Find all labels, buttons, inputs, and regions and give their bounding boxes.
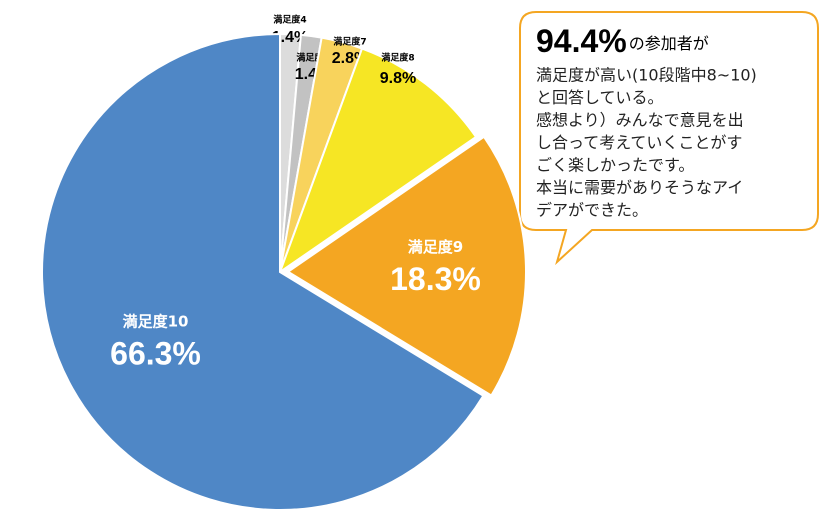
pie-slice <box>277 47 478 275</box>
callout-highlight: 94.4% <box>536 23 627 59</box>
callout-headline: 94.4% の参加者が <box>536 23 709 59</box>
callout-line: し合って考えていくことがす <box>536 133 742 152</box>
slice-name: 満足度4 <box>273 14 306 26</box>
callout-line: 感想より）みんなで意見を出 <box>536 111 744 130</box>
callout-line: と回答している。 <box>536 88 664 107</box>
slice-value: 66.3% <box>110 335 201 371</box>
slice-value: 18.3% <box>390 261 481 297</box>
callout-line: デアができた。 <box>536 201 648 220</box>
slice-name: 満足度9 <box>408 238 463 256</box>
slice-name: 満足度8 <box>381 52 414 64</box>
callout-line: 本当に需要がありそうなアイ <box>536 178 743 197</box>
pie-slice <box>41 32 485 511</box>
slice-name: 満足度7 <box>333 36 366 48</box>
callout-line: ごく楽しかったです。 <box>536 156 694 175</box>
slice-value: 9.8% <box>380 70 416 87</box>
callout-box <box>519 11 819 266</box>
callout-text: の参加者が <box>629 34 709 53</box>
callout-line: 満足度が高い(10段階中8~10) <box>536 66 757 85</box>
pie-slice <box>286 135 527 397</box>
slice-name: 満足度10 <box>123 312 189 330</box>
